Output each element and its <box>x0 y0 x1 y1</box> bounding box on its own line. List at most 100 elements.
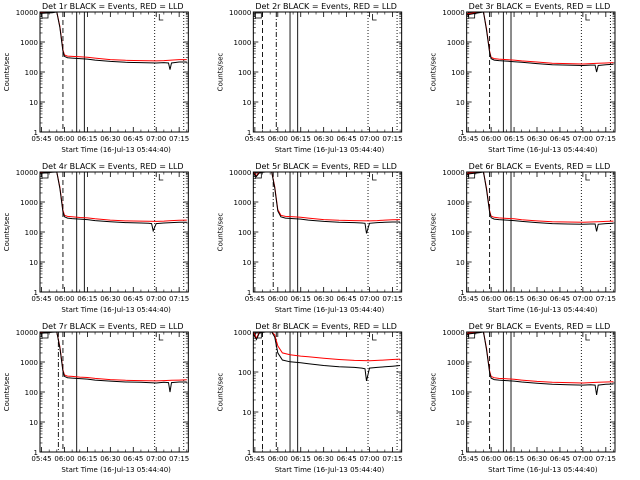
x-tick-label: 06:15 <box>504 135 524 143</box>
y-tick-label: 100 <box>25 229 38 237</box>
x-tick-label: 06:45 <box>550 135 570 143</box>
series-lld-line <box>253 332 401 362</box>
y-tick-label: 10000 <box>442 169 464 177</box>
x-tick-label: 05:45 <box>458 455 478 463</box>
x-axis-label: Start Time (16-Jul-13 05:44:40) <box>488 306 598 314</box>
plot-frame <box>39 331 189 453</box>
y-tick-label: 1000 <box>234 39 252 47</box>
x-tick-label: 06:15 <box>504 455 524 463</box>
y-tick-label: 1 <box>247 129 251 137</box>
y-axis-label: Counts/sec <box>430 213 438 252</box>
y-tick-label: 1000 <box>20 359 38 367</box>
y-tick-label: 100 <box>451 389 464 397</box>
y-tick-label: 1000 <box>234 199 252 207</box>
y-tick-label: 10000 <box>16 169 38 177</box>
x-tick-label: 06:45 <box>550 455 570 463</box>
x-tick-label: 07:15 <box>169 295 189 303</box>
series-events-line <box>40 172 187 233</box>
y-tick-label: 1 <box>247 289 251 297</box>
y-tick-label: 100 <box>238 369 251 377</box>
x-tick-label: 07:00 <box>146 135 166 143</box>
panel-det-2: Det 2r BLACK = Events, RED = LLD Counts/s… <box>216 2 402 154</box>
x-axis-label: Start Time (16-Jul-13 05:44:40) <box>488 466 598 474</box>
x-tick-label: 07:15 <box>169 455 189 463</box>
y-tick-label: 100 <box>451 229 464 237</box>
plot-frame <box>466 331 616 453</box>
x-tick-label: 06:45 <box>337 135 357 143</box>
x-tick-label: 05:45 <box>31 135 51 143</box>
plot-frame <box>252 171 403 293</box>
y-tick-label: 10000 <box>229 169 251 177</box>
series-events-line <box>40 12 187 70</box>
x-tick-label: 06:15 <box>77 455 97 463</box>
panel-det-8: Det 8r BLACK = Events, RED = LLD Counts/s… <box>216 322 402 474</box>
series-events-line <box>466 12 614 73</box>
y-tick-label: 1000 <box>234 329 252 337</box>
y-axis-label: Counts/sec <box>430 53 438 92</box>
x-tick-label: 05:45 <box>245 135 265 143</box>
series-events-line <box>466 172 614 232</box>
attenuator-bracket <box>158 14 164 21</box>
x-tick-label: 07:00 <box>146 455 166 463</box>
attenuator-bracket <box>158 334 164 341</box>
panel-title: Det 8r BLACK = Events, RED = LLD <box>255 322 397 331</box>
x-axis-label: Start Time (16-Jul-13 05:44:40) <box>275 306 385 314</box>
panel-title: Det 5r BLACK = Events, RED = LLD <box>255 162 397 171</box>
x-axis-label: Start Time (16-Jul-13 05:44:40) <box>61 146 171 154</box>
attenuator-bracket <box>585 174 590 181</box>
x-tick-label: 06:00 <box>54 295 74 303</box>
y-tick-label: 1 <box>34 289 38 297</box>
panel-det-6: Det 6r BLACK = Events, RED = LLD Counts/s… <box>430 162 616 314</box>
plot-frame <box>466 171 616 293</box>
x-tick-label: 06:00 <box>268 135 288 143</box>
x-tick-label: 07:15 <box>382 295 402 303</box>
y-tick-label: 10 <box>456 419 465 427</box>
x-axis-label: Start Time (16-Jul-13 05:44:40) <box>61 466 171 474</box>
y-axis-label: Counts/sec <box>216 53 224 92</box>
y-axis-label: Counts/sec <box>430 373 438 412</box>
y-tick-label: 10000 <box>229 9 251 17</box>
x-tick-label: 07:00 <box>359 455 379 463</box>
x-tick-label: 06:30 <box>100 295 120 303</box>
x-tick-label: 06:30 <box>527 455 547 463</box>
series-lld-line <box>253 172 401 222</box>
panel-det-1: Det 1r BLACK = Events, RED = LLD Counts/s… <box>3 2 189 154</box>
x-tick-label: 06:45 <box>550 295 570 303</box>
x-tick-label: 07:00 <box>573 295 593 303</box>
x-tick-label: 06:00 <box>54 455 74 463</box>
series-events-line <box>253 172 401 234</box>
x-tick-label: 06:00 <box>54 135 74 143</box>
y-tick-label: 1 <box>460 289 464 297</box>
x-tick-label: 07:00 <box>359 295 379 303</box>
x-tick-label: 06:45 <box>337 455 357 463</box>
panel-title: Det 3r BLACK = Events, RED = LLD <box>469 2 611 11</box>
x-tick-label: 06:30 <box>314 455 334 463</box>
x-tick-label: 06:30 <box>100 455 120 463</box>
x-tick-label: 06:30 <box>527 295 547 303</box>
attenuator-bracket <box>372 174 377 181</box>
y-tick-label: 10 <box>29 259 38 267</box>
panel-det-3: Det 3r BLACK = Events, RED = LLD Counts/s… <box>430 2 616 154</box>
y-tick-label: 1000 <box>20 39 38 47</box>
x-tick-label: 07:00 <box>573 135 593 143</box>
y-axis-label: Counts/sec <box>3 213 11 252</box>
x-tick-label: 06:45 <box>123 135 143 143</box>
x-tick-label: 06:00 <box>481 295 501 303</box>
x-tick-label: 05:45 <box>31 455 51 463</box>
x-tick-label: 06:15 <box>504 295 524 303</box>
y-tick-label: 100 <box>25 389 38 397</box>
y-tick-label: 10 <box>242 99 251 107</box>
x-tick-label: 06:30 <box>314 135 334 143</box>
x-tick-label: 06:15 <box>291 135 311 143</box>
x-tick-label: 06:45 <box>123 455 143 463</box>
attenuator-bracket <box>158 174 164 181</box>
y-tick-label: 10 <box>242 259 251 267</box>
y-tick-label: 10000 <box>442 9 464 17</box>
y-tick-label: 10000 <box>16 329 38 337</box>
panel-det-4: Det 4r BLACK = Events, RED = LLD Counts/s… <box>3 162 189 314</box>
x-tick-label: 06:45 <box>123 295 143 303</box>
y-tick-label: 10000 <box>442 329 464 337</box>
x-tick-label: 07:15 <box>596 295 616 303</box>
